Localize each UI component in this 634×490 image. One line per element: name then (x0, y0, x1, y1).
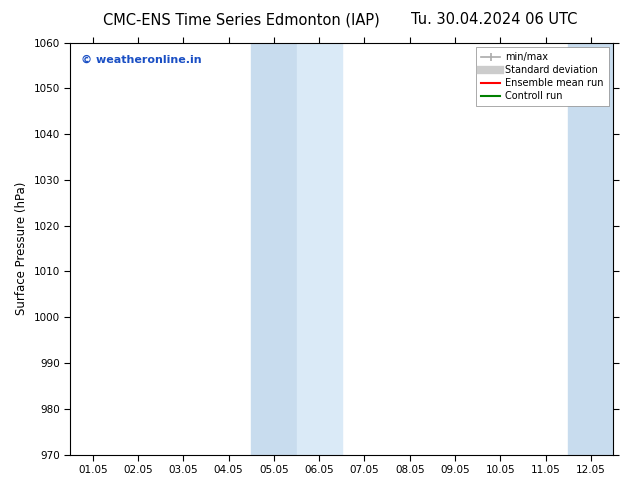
Bar (297, 43, 342, 455)
Bar (568, 43, 614, 455)
Text: Tu. 30.04.2024 06 UTC: Tu. 30.04.2024 06 UTC (411, 12, 578, 27)
Bar (614, 43, 634, 455)
Legend: min/max, Standard deviation, Ensemble mean run, Controll run: min/max, Standard deviation, Ensemble me… (476, 48, 609, 106)
Bar (251, 43, 297, 455)
Y-axis label: Surface Pressure (hPa): Surface Pressure (hPa) (15, 182, 28, 315)
Text: CMC-ENS Time Series Edmonton (IAP): CMC-ENS Time Series Edmonton (IAP) (103, 12, 379, 27)
Text: © weatheronline.in: © weatheronline.in (81, 55, 202, 65)
